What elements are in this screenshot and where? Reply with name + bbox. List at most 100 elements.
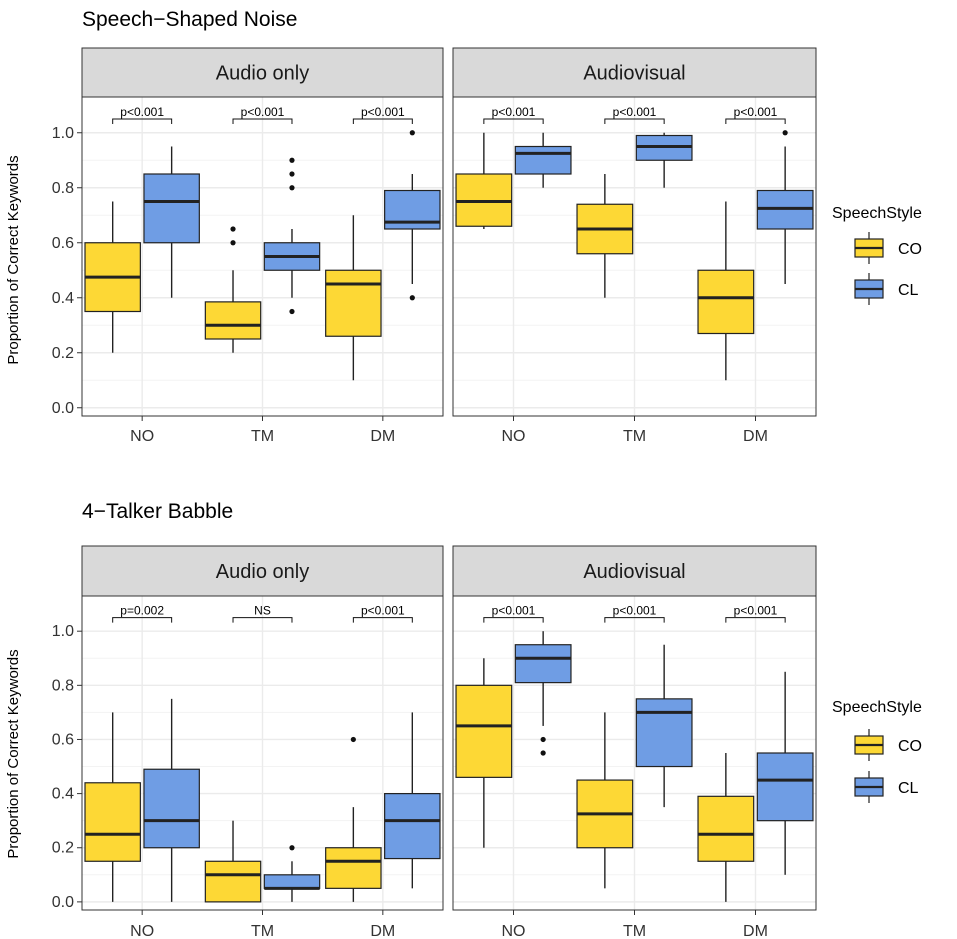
significance-annotation: p<0.001 [604, 105, 665, 124]
box-cl-dm [384, 712, 441, 889]
chart-title: 4−Talker Babble [82, 500, 233, 523]
significance-annotation: p<0.001 [725, 105, 786, 124]
outlier-point [230, 240, 236, 246]
facet-panel-audio-only: Audio only p<0.001 p<0.001 p<0.001 NO TM DM 0.0… [52, 47, 444, 445]
outlier-point [289, 845, 295, 851]
box-cl-tm [635, 132, 693, 188]
significance-bracket [112, 617, 173, 623]
legend-label: CL [898, 780, 919, 797]
box-iqr [756, 752, 814, 822]
x-tick-label: TM [251, 428, 274, 445]
significance-bracket [725, 617, 786, 623]
outlier-point [289, 157, 295, 163]
x-tick-label: DM [370, 923, 395, 939]
significance-bracket [112, 118, 173, 124]
box-iqr [384, 793, 441, 860]
y-tick-label: 0.0 [52, 400, 74, 417]
y-tick-label: 0.6 [52, 731, 74, 748]
significance-annotation: p<0.001 [483, 604, 544, 623]
box-iqr [697, 269, 755, 335]
significance-bracket [483, 118, 544, 124]
legend-label: CO [898, 241, 922, 258]
box-cl-no [143, 146, 200, 298]
x-tick-label: NO [130, 428, 154, 445]
outlier-point [409, 295, 415, 301]
box-cl-tm [635, 644, 693, 808]
legend-item-cl: CL [854, 771, 919, 803]
box-iqr [204, 860, 262, 903]
box-co-tm [576, 712, 634, 889]
box-co-tm [204, 820, 262, 903]
facet-strip-label: Audio only [216, 561, 309, 583]
y-tick-label: 0.6 [52, 235, 74, 252]
significance-bracket [352, 118, 413, 124]
box-co-no [84, 712, 141, 902]
y-tick-label: 0.2 [52, 840, 74, 857]
y-axis-title: Proportion of Correct Keywords [5, 649, 22, 858]
significance-annotation: p<0.001 [725, 604, 786, 623]
chart-speech-shaped-noise: Speech−Shaped Noise Proportion of Correc… [5, 8, 922, 445]
x-tick-label: NO [130, 923, 154, 939]
facet-panel-audio-only: Audio only p=0.002 NS p<0.001 NO TM DM 0.0 0.2 0.… [52, 545, 444, 939]
significance-label: p<0.001 [613, 105, 657, 119]
legend-item-co: CO [854, 729, 922, 761]
significance-label: p<0.001 [361, 604, 405, 618]
y-tick-label: 0.2 [52, 345, 74, 362]
outlier-point [230, 226, 236, 232]
box-iqr [514, 644, 572, 684]
legend-label: CL [898, 282, 919, 299]
facet-strip-label: Audiovisual [583, 561, 685, 583]
outlier-point [289, 171, 295, 177]
y-tick-label: 0.0 [52, 894, 74, 911]
y-tick-label: 0.8 [52, 180, 74, 197]
significance-label: p<0.001 [734, 105, 778, 119]
box-cl-no [143, 698, 200, 902]
box-cl-tm [263, 845, 321, 902]
y-tick-label: 0.4 [52, 786, 74, 803]
facet-strip [81, 47, 444, 98]
x-tick-label: DM [743, 428, 768, 445]
significance-label: p<0.001 [734, 604, 778, 618]
outlier-point [540, 750, 546, 756]
significance-annotation: p<0.001 [352, 604, 413, 623]
box-iqr [263, 874, 321, 889]
x-tick-label: TM [623, 428, 646, 445]
facet-strip-label: Audio only [216, 63, 309, 85]
outlier-point [350, 736, 356, 743]
significance-annotation: p<0.001 [352, 105, 413, 124]
box-cl-dm [756, 671, 814, 875]
chart-4-talker-babble: 4−Talker Babble Proportion of Correct Ke… [5, 500, 922, 939]
box-cl-dm [384, 130, 441, 301]
box-co-tm [576, 174, 634, 298]
y-tick-label: 1.0 [52, 623, 74, 640]
box-co-dm [697, 201, 755, 381]
outlier-point [782, 130, 788, 136]
box-iqr [325, 269, 382, 337]
box-iqr [204, 301, 262, 340]
x-tick-label: DM [743, 923, 768, 939]
outlier-point [409, 130, 415, 136]
x-tick-label: NO [502, 923, 526, 939]
box-co-dm [325, 736, 382, 902]
box-co-no [84, 201, 141, 353]
legend-item-cl: CL [854, 273, 919, 305]
x-tick-label: TM [251, 923, 274, 939]
facet-panel-audiovisual: Audiovisual p<0.001 p<0.001 p<0.001 NO TM DM [452, 545, 817, 939]
facet-strip [452, 47, 817, 98]
significance-label: p<0.001 [361, 105, 405, 119]
y-tick-label: 0.4 [52, 290, 74, 307]
significance-label: p<0.001 [492, 604, 536, 618]
significance-label: p<0.001 [120, 105, 164, 119]
y-tick-label: 0.8 [52, 677, 74, 694]
significance-annotation: p=0.002 [112, 604, 173, 623]
facet-panel-audiovisual: Audiovisual p<0.001 p<0.001 p<0.001 NO TM DM [452, 47, 817, 445]
significance-bracket [604, 118, 665, 124]
box-cl-no [514, 132, 572, 188]
x-tick-label: DM [370, 428, 395, 445]
x-tick-label: NO [502, 428, 526, 445]
significance-bracket [232, 617, 293, 623]
y-axis-title: Proportion of Correct Keywords [5, 155, 22, 364]
significance-annotation: NS [232, 604, 293, 623]
significance-label: p<0.001 [613, 604, 657, 618]
